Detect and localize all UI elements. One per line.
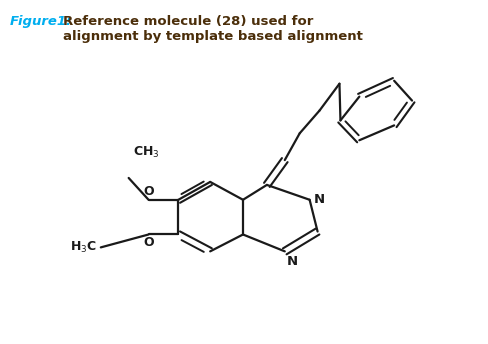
Text: N: N	[286, 255, 297, 268]
Text: N: N	[313, 193, 324, 206]
Text: O: O	[143, 185, 154, 198]
Text: O: O	[143, 236, 154, 249]
Text: CH$_3$: CH$_3$	[132, 145, 159, 160]
Text: Reference molecule (28) used for
alignment by template based alignment: Reference molecule (28) used for alignme…	[63, 15, 362, 43]
Text: H$_3$C: H$_3$C	[70, 240, 97, 255]
Text: Figure1:: Figure1:	[9, 15, 72, 28]
